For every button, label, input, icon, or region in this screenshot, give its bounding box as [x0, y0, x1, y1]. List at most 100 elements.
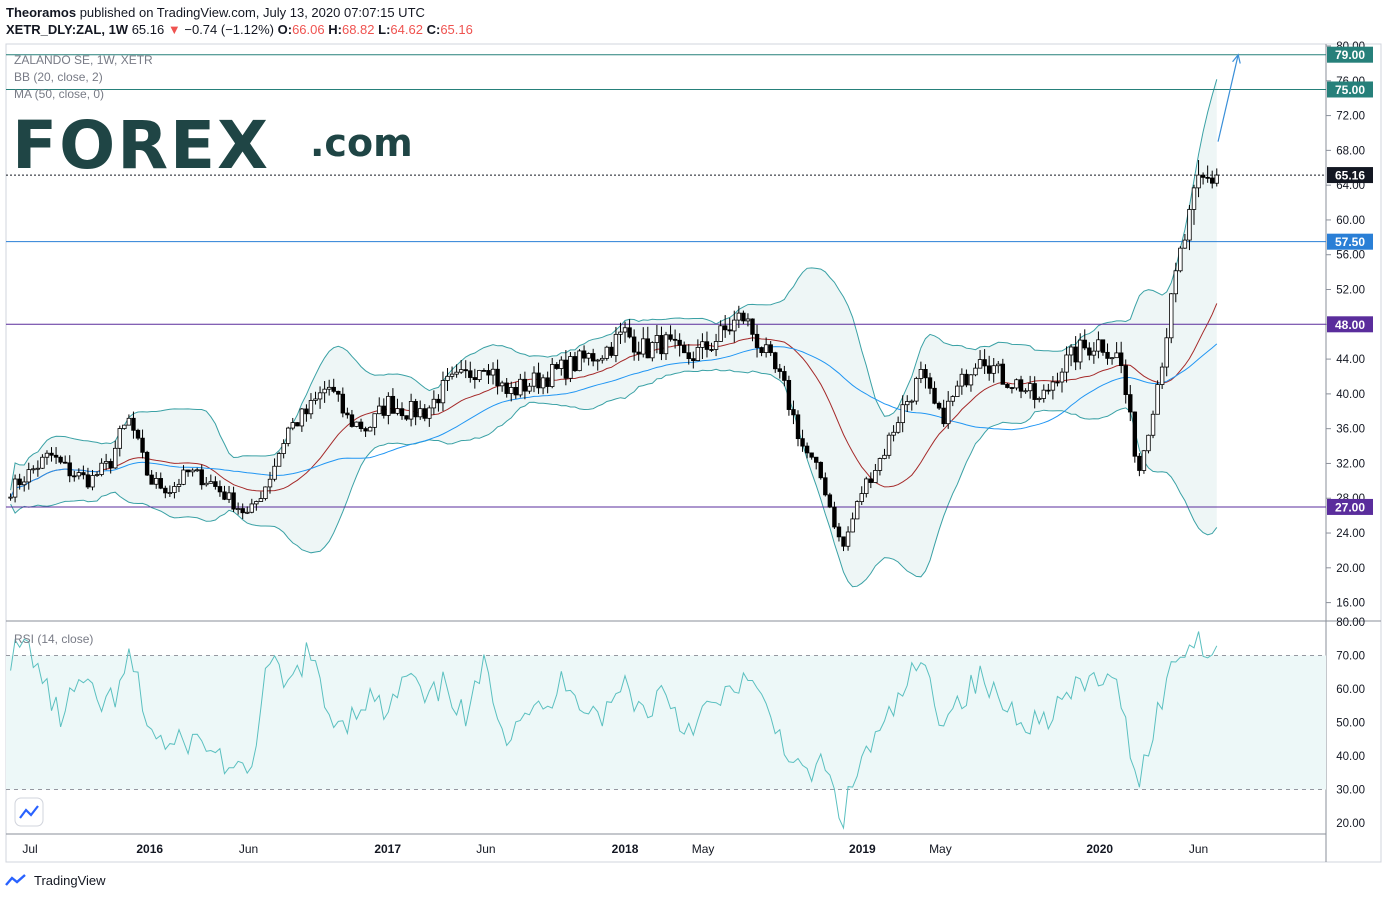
ohlc-line: XETR_DLY:ZAL, 1W 65.16 ▼ −0.74 (−1.12%) … — [6, 22, 473, 38]
logo-main: FOREX — [12, 107, 270, 184]
candle-body — [144, 451, 150, 476]
candle-body — [1141, 450, 1147, 471]
candle-body — [263, 486, 268, 499]
candle-body — [1055, 381, 1060, 384]
down-triangle-icon: ▼ — [167, 22, 181, 37]
candle-body — [117, 428, 122, 449]
candle-body — [90, 475, 95, 488]
candle-body — [1114, 352, 1119, 359]
candle-body — [927, 377, 933, 389]
candle-body — [900, 404, 905, 424]
candle-body — [440, 380, 446, 404]
candle-body — [1205, 176, 1210, 179]
candle-body — [732, 319, 737, 332]
time-tick-label: 2019 — [849, 842, 876, 856]
price-tick-label: 40.00 — [1336, 389, 1365, 401]
candle-body — [231, 492, 236, 510]
price-tick-label: 64.00 — [1336, 180, 1365, 192]
candle-body — [154, 478, 159, 485]
candle-body — [486, 370, 491, 376]
publisher-name: Theoramos — [6, 5, 77, 20]
candle-body — [167, 492, 173, 495]
logo-suffix: .com — [310, 121, 413, 165]
candle-body — [864, 478, 869, 494]
candle-body — [176, 483, 182, 487]
candle-body — [832, 506, 837, 528]
candle-body — [722, 325, 728, 331]
candle-body — [845, 531, 851, 547]
candle-body — [1078, 339, 1083, 363]
candle-body — [645, 338, 650, 359]
candle-body — [390, 395, 396, 414]
candle-body — [49, 452, 54, 456]
candle-body — [882, 454, 887, 459]
candle-body — [618, 331, 623, 335]
candle-body — [631, 336, 637, 353]
candle-body — [932, 387, 937, 404]
time-tick-label: Jun — [239, 842, 258, 856]
candle-body — [76, 472, 82, 477]
candle-body — [991, 365, 996, 374]
ma-line — [10, 343, 1218, 498]
level-tag-text: 48.00 — [1335, 318, 1365, 332]
candle-body — [122, 424, 127, 429]
candle-body — [854, 501, 860, 520]
rsi-tick-label: 60.00 — [1336, 684, 1365, 696]
candle-body — [1032, 383, 1037, 400]
candle-body — [17, 478, 22, 486]
candle-body — [868, 478, 874, 483]
candle-body — [568, 356, 573, 379]
candle-body — [609, 346, 614, 356]
candle-body — [636, 351, 641, 355]
candle-body — [1173, 270, 1178, 295]
candle-body — [627, 327, 632, 338]
candle-body — [1091, 350, 1097, 356]
candle-body — [754, 333, 760, 348]
rsi-tick-label: 80.00 — [1336, 617, 1365, 629]
candle-body — [1178, 247, 1183, 272]
candle-body — [295, 422, 300, 427]
candle-body — [768, 344, 773, 354]
candle-body — [363, 428, 368, 432]
candle-body — [1182, 239, 1188, 249]
candle-body — [249, 503, 254, 513]
candle-body — [354, 421, 359, 427]
candle-body — [1191, 187, 1197, 210]
candle-body — [190, 469, 195, 473]
level-tag-text: 75.00 — [1335, 83, 1365, 97]
candle-body — [81, 472, 86, 476]
candle-body — [654, 335, 660, 343]
last-price-text: 65.16 — [131, 22, 165, 37]
candle-body — [422, 408, 427, 419]
candle-body — [540, 377, 546, 389]
candle-body — [1123, 365, 1128, 395]
candle-body — [886, 434, 892, 456]
candle-body — [827, 494, 833, 508]
rsi-tick-label: 50.00 — [1336, 717, 1365, 729]
candle-body — [299, 408, 305, 427]
level-tag — [1327, 233, 1373, 250]
candle-body — [604, 346, 610, 359]
footer: TradingView — [4, 872, 106, 888]
candle-body — [1050, 381, 1056, 391]
time-tick-label: 2018 — [612, 842, 639, 856]
candle-body — [745, 318, 751, 322]
candle-body — [377, 405, 382, 415]
candle-body — [850, 518, 855, 533]
level-tag-text: 27.00 — [1335, 500, 1365, 514]
candle-body — [1087, 347, 1092, 356]
candle-body — [905, 401, 910, 406]
time-tick-label: May — [929, 842, 952, 856]
candle-body — [672, 338, 678, 341]
footer-brand: TradingView — [34, 872, 106, 888]
published-info: published on TradingView.com, July 13, 2… — [79, 5, 425, 20]
candle-body — [1150, 413, 1156, 436]
candle-body — [254, 501, 259, 505]
price-tick-label: 72.00 — [1336, 111, 1365, 123]
candle-body — [800, 438, 805, 447]
candle-body — [286, 427, 291, 444]
candle-body — [267, 478, 273, 488]
candle-body — [977, 359, 983, 369]
candle-body — [53, 454, 59, 458]
